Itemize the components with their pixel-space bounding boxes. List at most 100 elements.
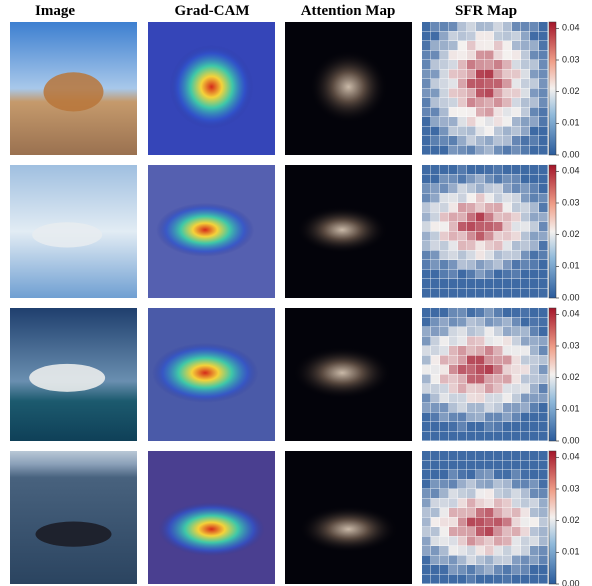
sfr-cell [449, 184, 458, 193]
sfr-cell [494, 232, 503, 241]
sfr-cell [521, 165, 530, 174]
sfr-cell [449, 41, 458, 50]
sfr-cell [503, 89, 512, 98]
sfr-cell [476, 432, 485, 441]
sfr-cell [467, 308, 476, 317]
sfr-cell [530, 346, 539, 355]
sfr-cell [422, 384, 431, 393]
sfr-cell [512, 480, 521, 489]
sfr-cell [494, 384, 503, 393]
sfr-cell [494, 203, 503, 212]
sfr-cell [521, 365, 530, 374]
sfr-cell [422, 222, 431, 231]
sfr-cell [539, 117, 548, 126]
column-header: Image [35, 3, 75, 19]
sfr-cell [422, 394, 431, 403]
sfr-cell [431, 480, 440, 489]
sfr-cell [476, 556, 485, 565]
colorbar-tick-label: 0.02 [562, 372, 580, 382]
sfr-cell [458, 394, 467, 403]
sfr-cell [467, 203, 476, 212]
sfr-cell [521, 356, 530, 365]
colorbar-tick-label: 0.04 [562, 309, 580, 319]
sfr-cell [530, 308, 539, 317]
sfr-cell [440, 308, 449, 317]
colorbar-tick-label: 0.03 [562, 340, 580, 350]
sfr-cell [521, 184, 530, 193]
sfr-cell [539, 41, 548, 50]
sfr-cell [485, 365, 494, 374]
sfr-cell [431, 489, 440, 498]
sfr-cell [530, 384, 539, 393]
sfr-cell [476, 127, 485, 136]
sfr-cell [494, 527, 503, 536]
sfr-cell [476, 308, 485, 317]
sfr-cell [539, 127, 548, 136]
sfr-cell [530, 518, 539, 527]
sfr-cell [530, 213, 539, 222]
sfr-cell [440, 470, 449, 479]
sfr-cell [458, 213, 467, 222]
sfr-cell [539, 279, 548, 288]
sfr-cell [494, 108, 503, 117]
sfr-cell [539, 461, 548, 470]
sfr-cell [440, 451, 449, 460]
sfr-cell [467, 41, 476, 50]
photo-subject [44, 72, 104, 111]
sfr-cell [512, 51, 521, 60]
sfr-cell [485, 241, 494, 250]
sfr-cell [458, 499, 467, 508]
sfr-cell [485, 260, 494, 269]
sfr-cell [440, 356, 449, 365]
sfr-cell [494, 117, 503, 126]
sfr-cell [440, 194, 449, 203]
sfr-cell [422, 232, 431, 241]
sfr-cell [440, 480, 449, 489]
sfr-cell [512, 346, 521, 355]
sfr-cell [494, 279, 503, 288]
sfr-cell [521, 403, 530, 412]
sfr-cell [485, 136, 494, 145]
colorbar [549, 22, 556, 155]
sfr-cell [467, 527, 476, 536]
sfr-cell [494, 346, 503, 355]
sfr-cell [422, 184, 431, 193]
colorbar-tick-label: 0.04 [562, 452, 580, 462]
sfr-cell [431, 346, 440, 355]
sfr-cell [440, 136, 449, 145]
sfr-cell [449, 394, 458, 403]
sfr-cell [422, 213, 431, 222]
sfr-cell [431, 251, 440, 260]
sfr-cell [422, 117, 431, 126]
sfr-cell [431, 70, 440, 79]
sfr-cell [494, 470, 503, 479]
sfr-cell [422, 327, 431, 336]
sfr-cell [512, 546, 521, 555]
sfr-cell [530, 22, 539, 31]
sfr-cell [539, 518, 548, 527]
sfr-cell [431, 117, 440, 126]
sfr-cell [539, 546, 548, 555]
sfr-cell [512, 108, 521, 117]
sfr-cell [467, 565, 476, 574]
sfr-cell [485, 413, 494, 422]
sfr-cell [512, 136, 521, 145]
sfr-cell [422, 546, 431, 555]
sfr-cell [440, 565, 449, 574]
sfr-cell [521, 251, 530, 260]
sfr-cell [485, 375, 494, 384]
sfr-cell [512, 308, 521, 317]
sfr-cell [458, 127, 467, 136]
sfr-cell [521, 499, 530, 508]
sfr-cell [458, 384, 467, 393]
sfr-cell [431, 546, 440, 555]
sfr-cell [458, 184, 467, 193]
sfr-cell [521, 127, 530, 136]
sfr-cell [485, 346, 494, 355]
sfr-cell [539, 356, 548, 365]
colorbar-tick-label: 0.02 [562, 86, 580, 96]
sfr-cell [512, 98, 521, 107]
sfr-cell [512, 232, 521, 241]
sfr-cell [440, 365, 449, 374]
sfr-cell [503, 403, 512, 412]
